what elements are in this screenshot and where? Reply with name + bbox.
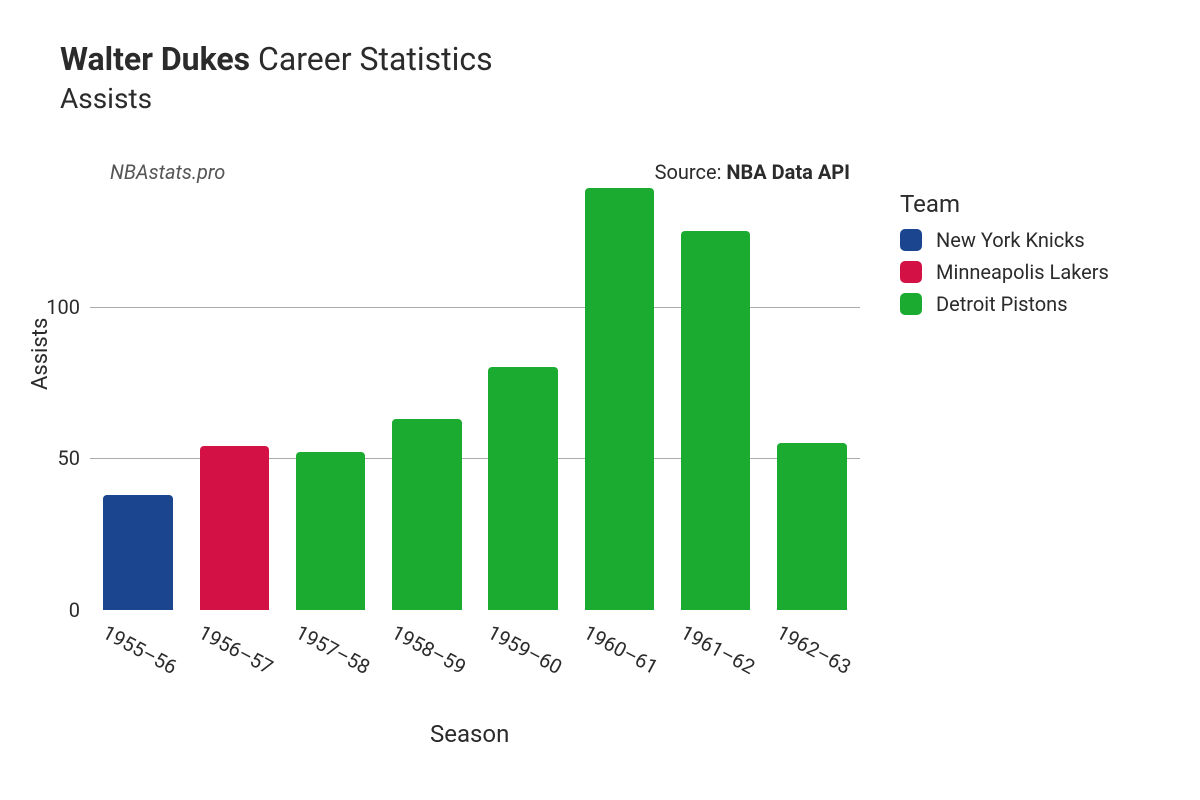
x-tick-label: 1956–57 [195, 620, 277, 679]
y-tick-label: 50 [58, 446, 80, 470]
bar [103, 495, 172, 610]
bar [488, 367, 557, 610]
y-tick-label: 0 [69, 598, 80, 622]
y-tick-label: 100 [46, 295, 80, 319]
y-axis-label: Assists [28, 318, 53, 390]
x-tick-label: 1958–59 [388, 620, 470, 679]
legend-item: Minneapolis Lakers [900, 260, 1109, 284]
bar [681, 231, 750, 610]
legend-label: Detroit Pistons [936, 292, 1068, 316]
x-tick-label: 1961–62 [676, 620, 758, 679]
x-tick-label: 1955–56 [99, 620, 181, 679]
bar [777, 443, 846, 610]
plot-area: 0501001955–561956–571957–581958–591959–6… [90, 170, 860, 610]
chart-header: Walter Dukes Career Statistics Assists [60, 40, 1160, 115]
x-tick-label: 1959–60 [484, 620, 566, 679]
legend: Team New York Knicks Minneapolis Lakers De… [900, 190, 1109, 324]
legend-swatch [900, 293, 922, 315]
legend-swatch [900, 229, 922, 251]
bar [585, 188, 654, 610]
x-tick-label: 1957–58 [291, 620, 373, 679]
chart-subtitle: Assists [60, 82, 1160, 115]
legend-label: Minneapolis Lakers [936, 260, 1109, 284]
chart-title-bold: Walter Dukes [60, 40, 250, 78]
x-tick-label: 1962–63 [773, 620, 855, 679]
legend-title: Team [900, 190, 1109, 218]
bar [392, 419, 461, 610]
legend-item: Detroit Pistons [900, 292, 1109, 316]
legend-label: New York Knicks [936, 228, 1085, 252]
chart-title-rest: Career Statistics [250, 40, 493, 78]
bar [296, 452, 365, 610]
x-axis-label: Season [430, 720, 509, 748]
legend-item: New York Knicks [900, 228, 1109, 252]
chart-title: Walter Dukes Career Statistics [60, 40, 1160, 78]
legend-swatch [900, 261, 922, 283]
bar [200, 446, 269, 610]
x-tick-label: 1960–61 [580, 620, 662, 679]
